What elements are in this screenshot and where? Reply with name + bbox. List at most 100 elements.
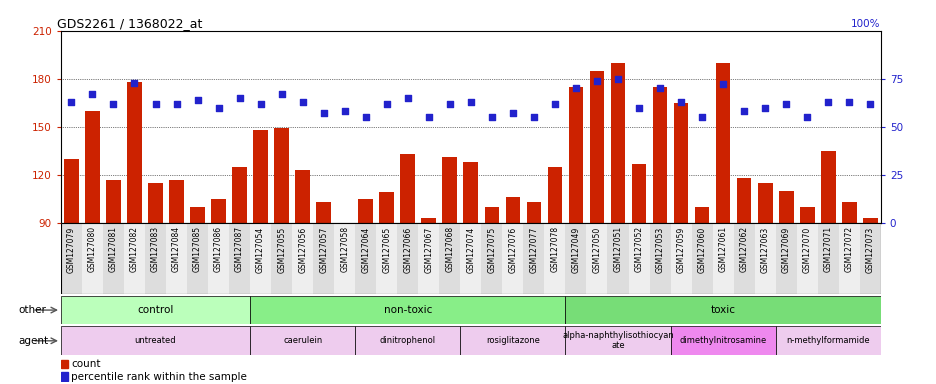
Bar xyxy=(820,151,835,367)
Text: GSM127053: GSM127053 xyxy=(655,226,664,273)
Bar xyxy=(127,82,141,367)
Text: GSM127058: GSM127058 xyxy=(340,226,349,272)
Point xyxy=(232,95,247,101)
Bar xyxy=(292,223,313,294)
Bar xyxy=(862,218,877,367)
Text: GSM127059: GSM127059 xyxy=(676,226,685,273)
Text: GSM127076: GSM127076 xyxy=(508,226,517,273)
Text: GSM127061: GSM127061 xyxy=(718,226,727,272)
Point xyxy=(379,101,394,107)
Bar xyxy=(778,191,793,367)
Point xyxy=(106,101,121,107)
Text: count: count xyxy=(71,359,101,369)
Bar xyxy=(564,296,880,324)
Bar xyxy=(250,223,271,294)
Bar xyxy=(610,63,624,367)
Bar xyxy=(295,170,310,367)
Point xyxy=(190,97,205,103)
Text: alpha-naphthylisothiocyan
ate: alpha-naphthylisothiocyan ate xyxy=(562,331,673,351)
Text: GSM127083: GSM127083 xyxy=(151,226,160,272)
Text: GSM127049: GSM127049 xyxy=(571,226,579,273)
Bar xyxy=(85,111,100,367)
Text: GSM127078: GSM127078 xyxy=(549,226,559,272)
Bar xyxy=(421,218,435,367)
Bar xyxy=(442,157,457,367)
Bar xyxy=(148,183,163,367)
Bar xyxy=(400,154,415,367)
Text: control: control xyxy=(138,305,173,315)
Bar xyxy=(694,207,709,367)
Bar xyxy=(169,180,183,367)
Text: GSM127055: GSM127055 xyxy=(277,226,285,273)
Text: GSM127067: GSM127067 xyxy=(424,226,432,273)
Bar xyxy=(817,223,838,294)
Bar xyxy=(733,223,753,294)
Text: 100%: 100% xyxy=(851,19,880,29)
Bar xyxy=(166,223,187,294)
Point xyxy=(295,99,310,105)
Point xyxy=(168,101,183,107)
Bar xyxy=(379,192,394,367)
Text: non-toxic: non-toxic xyxy=(383,305,431,315)
Bar xyxy=(61,359,67,368)
Text: GSM127071: GSM127071 xyxy=(823,226,832,272)
Point xyxy=(462,99,477,105)
Text: GSM127082: GSM127082 xyxy=(130,226,139,272)
Bar xyxy=(796,223,817,294)
Bar xyxy=(859,223,880,294)
Point xyxy=(694,114,709,120)
Bar xyxy=(64,159,79,367)
Point xyxy=(798,114,813,120)
Bar xyxy=(799,207,813,367)
Point xyxy=(820,99,835,105)
Bar xyxy=(228,223,250,294)
Point xyxy=(64,99,79,105)
Bar xyxy=(544,223,564,294)
Text: GSM127075: GSM127075 xyxy=(487,226,496,273)
Bar xyxy=(757,183,771,367)
Bar xyxy=(61,326,250,355)
Bar xyxy=(481,223,502,294)
Text: GSM127062: GSM127062 xyxy=(739,226,748,272)
Bar xyxy=(673,103,688,367)
Bar xyxy=(589,71,604,367)
Text: other: other xyxy=(19,305,47,315)
Bar xyxy=(124,223,145,294)
Bar xyxy=(652,87,666,367)
Point xyxy=(337,108,352,114)
Bar xyxy=(838,223,859,294)
Point xyxy=(274,91,289,97)
Point xyxy=(484,114,499,120)
Bar xyxy=(484,207,499,367)
Text: GSM127073: GSM127073 xyxy=(865,226,874,273)
Bar xyxy=(460,326,564,355)
Point xyxy=(610,76,625,82)
Point xyxy=(526,114,541,120)
Bar xyxy=(564,223,586,294)
Bar xyxy=(208,223,228,294)
Text: percentile rank within the sample: percentile rank within the sample xyxy=(71,372,247,382)
Point xyxy=(631,104,646,111)
Point xyxy=(505,110,519,116)
Bar xyxy=(736,178,751,367)
Bar xyxy=(775,326,880,355)
Text: GSM127070: GSM127070 xyxy=(802,226,811,273)
Bar xyxy=(274,128,288,367)
Point xyxy=(778,101,793,107)
Text: GSM127086: GSM127086 xyxy=(213,226,223,272)
Bar xyxy=(211,199,226,367)
Bar xyxy=(334,223,355,294)
Bar xyxy=(355,326,460,355)
Point xyxy=(715,81,730,88)
Bar xyxy=(775,223,796,294)
Bar xyxy=(547,167,562,367)
Bar xyxy=(586,223,607,294)
Text: rosiglitazone: rosiglitazone xyxy=(486,336,539,345)
Text: GSM127084: GSM127084 xyxy=(172,226,181,272)
Point xyxy=(673,99,688,105)
Text: GSM127081: GSM127081 xyxy=(109,226,118,272)
Point xyxy=(148,101,163,107)
Text: agent: agent xyxy=(19,336,49,346)
Text: GSM127069: GSM127069 xyxy=(781,226,790,273)
Bar xyxy=(61,372,67,381)
